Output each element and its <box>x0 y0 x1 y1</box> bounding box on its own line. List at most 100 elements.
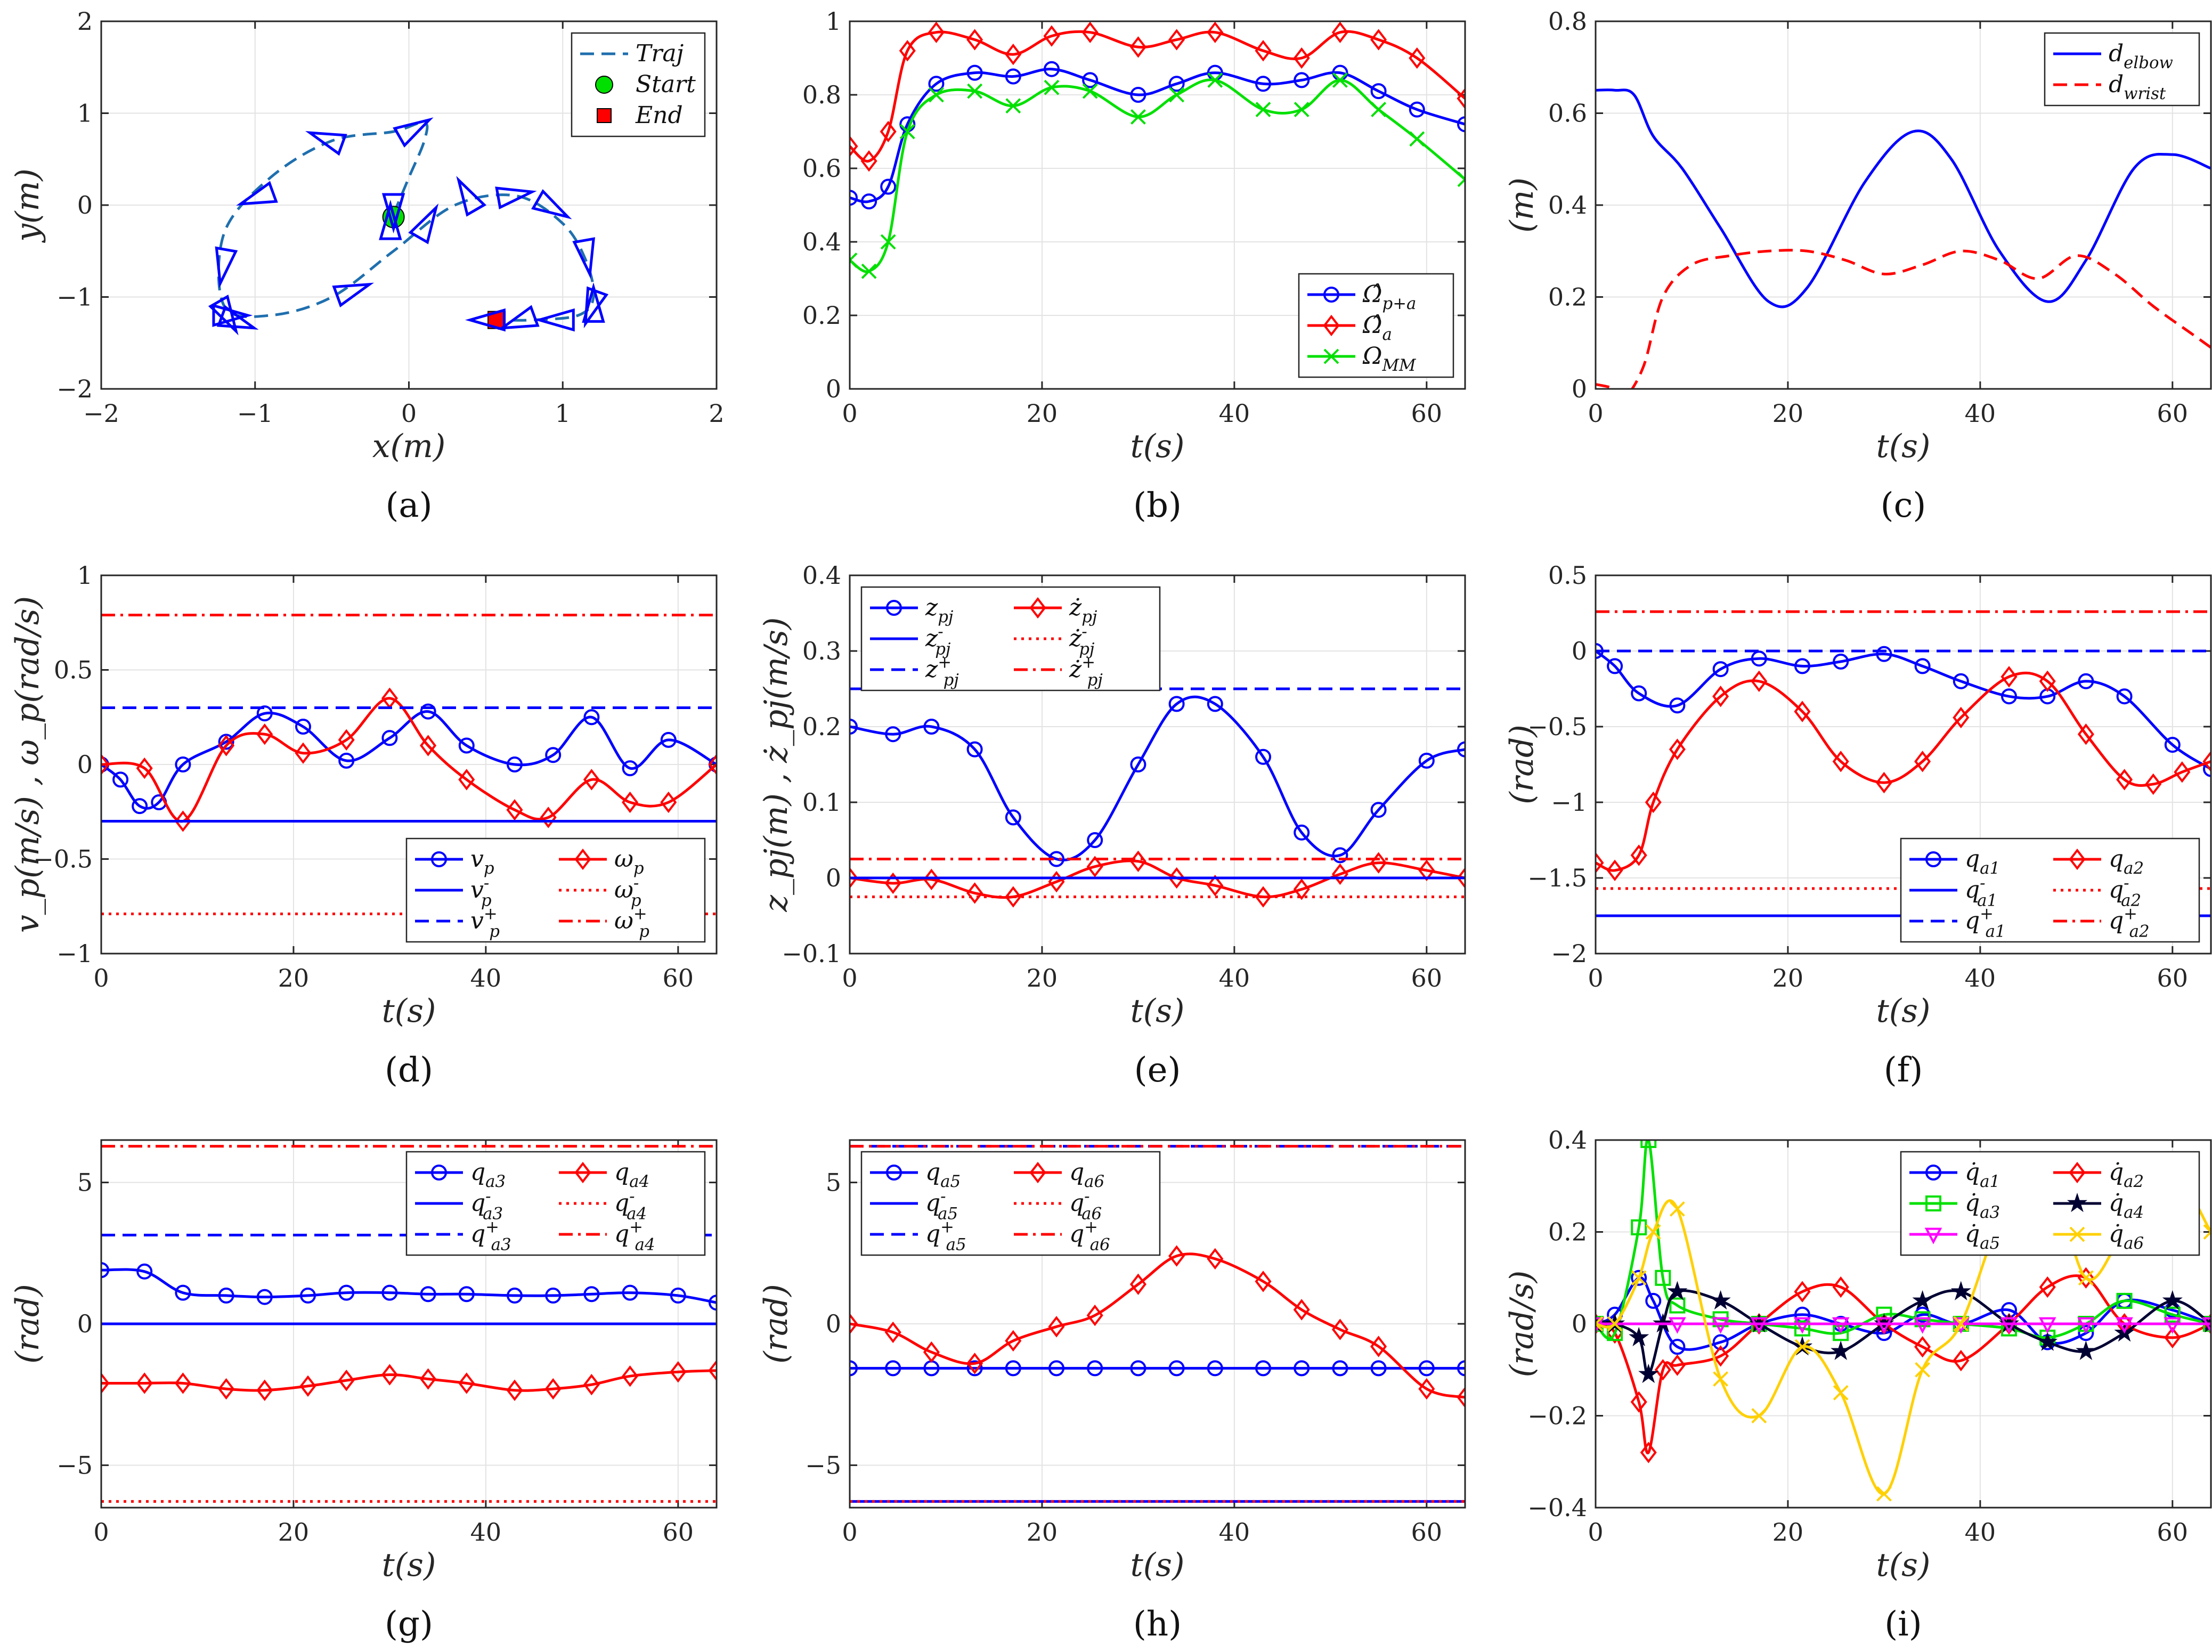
data-point-v-p <box>660 731 677 748</box>
data-point-q-a3 <box>1640 1140 1657 1148</box>
svg-text:q+a6: q+ a6 <box>1069 1217 1110 1254</box>
y-tick-label: −1 <box>56 939 93 968</box>
data-point-q-a1 <box>1914 658 1931 674</box>
data-point-q-a1 <box>1645 1292 1662 1309</box>
y-tick-label: −0.5 <box>33 845 93 874</box>
data-point-z-pj <box>1255 748 1272 765</box>
y-tick-label: 0.5 <box>1548 561 1587 590</box>
data-point-a <box>1043 25 1060 47</box>
data-point-q-a3 <box>622 1284 638 1301</box>
y-tick-label: 1 <box>826 7 841 36</box>
x-tick-label: 40 <box>1219 1518 1250 1547</box>
data-point-q-a2 <box>1751 670 1768 692</box>
data-point-pj <box>850 867 858 889</box>
data-point-p <box>458 769 475 791</box>
svg-text:delbow: delbow <box>2109 40 2173 72</box>
x-tick-label: −2 <box>83 399 119 428</box>
data-point-a <box>1129 36 1146 58</box>
panel-label: (b) <box>1133 486 1182 525</box>
data-point-q-a5 <box>1750 1317 1768 1334</box>
data-point-z-pj <box>1457 741 1465 758</box>
legend-item-d-wrist: dwrist <box>2053 71 2166 103</box>
legend-item-traj: Traj <box>580 40 684 67</box>
data-point-mm <box>1207 72 1223 88</box>
x-tick-label: 0 <box>842 964 857 992</box>
series-line-d-elbow <box>1596 88 2211 308</box>
data-point-pj <box>1168 867 1185 889</box>
data-point-q-a6 <box>1293 1299 1310 1321</box>
data-point-p-a <box>1043 61 1060 77</box>
data-point-q-a6 <box>1370 1336 1387 1357</box>
data-point-q-a6 <box>1331 1319 1348 1340</box>
data-point-q-a5 <box>850 1360 858 1377</box>
data-point-q-a3 <box>338 1284 355 1301</box>
data-point-q-a6 <box>1631 1270 1647 1286</box>
svg-text:q-a5: q-a5 <box>925 1186 958 1223</box>
svg-text:q-a3: q-a3 <box>470 1186 503 1223</box>
legend-marker <box>1323 287 1339 303</box>
data-point-q-a6 <box>1876 1486 1892 1502</box>
data-point-mm <box>1255 102 1271 118</box>
data-point-mm <box>1082 83 1098 99</box>
data-point-q-a2 <box>1712 686 1729 707</box>
data-point-pj <box>1293 878 1310 900</box>
data-point-q-a6 <box>1669 1201 1685 1217</box>
y-tick-label: 0 <box>1572 637 1587 665</box>
x-axis-label: x(m) <box>372 428 446 465</box>
x-tick-label: 40 <box>1219 399 1250 428</box>
data-point-z-pj <box>1130 756 1146 772</box>
svg-text:q̇a1: q̇a1 <box>1965 1159 2000 1191</box>
series-line-q-a1 <box>1596 650 2211 770</box>
series-line-q-a6 <box>850 1252 1465 1399</box>
data-point-z-pj <box>1370 802 1387 818</box>
data-point-q-a6 <box>1953 1316 1969 1332</box>
data-point-mm <box>861 263 877 279</box>
data-point-p <box>295 742 312 764</box>
chart-f: 0 20 40 60−2−1.5−1−0.500.5t(s)(rad)(f)qa1 qa… <box>1503 561 2212 1090</box>
svg-text:z-pj: z-pj <box>925 622 951 658</box>
panel-label: (g) <box>385 1605 433 1644</box>
data-point-p <box>583 769 600 791</box>
data-point-q-a5 <box>966 1360 983 1377</box>
data-point-q-a2 <box>1794 1281 1811 1303</box>
legend-item-q-a3: q̇a3 <box>1909 1190 2000 1222</box>
panel-label: (c) <box>1881 486 1926 525</box>
data-point-q-a5 <box>1832 1317 1850 1334</box>
orientation-marker <box>583 286 609 329</box>
data-point-q-a4 <box>1667 1281 1688 1300</box>
data-point-q-a4 <box>299 1375 316 1397</box>
data-point-q-a2 <box>2145 773 2162 795</box>
data-point-q-a5 <box>2000 1317 2018 1334</box>
y-tick-label: 0 <box>1572 1309 1587 1338</box>
x-tick-label: 40 <box>1219 964 1250 992</box>
data-point-q-a3 <box>545 1287 562 1304</box>
legend-item-start: Start <box>595 71 696 98</box>
data-point-z-pj <box>1005 809 1021 826</box>
legend-item-q-a1: q̇a1 <box>1909 1159 2000 1191</box>
data-point-q-a5 <box>885 1360 901 1377</box>
data-point-q-a2 <box>1914 1336 1931 1358</box>
legend-marker <box>574 848 591 870</box>
x-tick-label: 0 <box>401 399 417 428</box>
x-tick-label: 2 <box>709 399 724 428</box>
data-point-a <box>1293 47 1310 69</box>
legend-marker <box>574 1161 591 1184</box>
y-tick-label: 2 <box>77 7 93 36</box>
plot-frame <box>100 20 718 390</box>
data-point-q-a2 <box>2077 1267 2094 1289</box>
data-point-q-a6 <box>923 1341 940 1363</box>
y-tick-label: 0 <box>77 750 93 779</box>
svg-text:dwrist: dwrist <box>2109 71 2166 103</box>
data-point-q-a2 <box>1669 1354 1686 1376</box>
data-point-q-a2 <box>1645 791 1662 813</box>
data-point-z-pj <box>1207 696 1223 712</box>
legend-item-a: Ω̂a <box>1307 312 1392 344</box>
x-tick-label: 0 <box>842 1518 857 1547</box>
svg-text:q+a2: q+ a2 <box>2109 904 2150 941</box>
x-tick-label: 20 <box>1027 399 1058 428</box>
svg-text:q̇a6: q̇a6 <box>2109 1220 2144 1253</box>
legend-marker <box>2069 1226 2085 1242</box>
legend-item-pj: ż-pj <box>1014 622 1095 658</box>
series-line-p <box>101 697 717 823</box>
data-point-q-a3 <box>670 1287 686 1304</box>
